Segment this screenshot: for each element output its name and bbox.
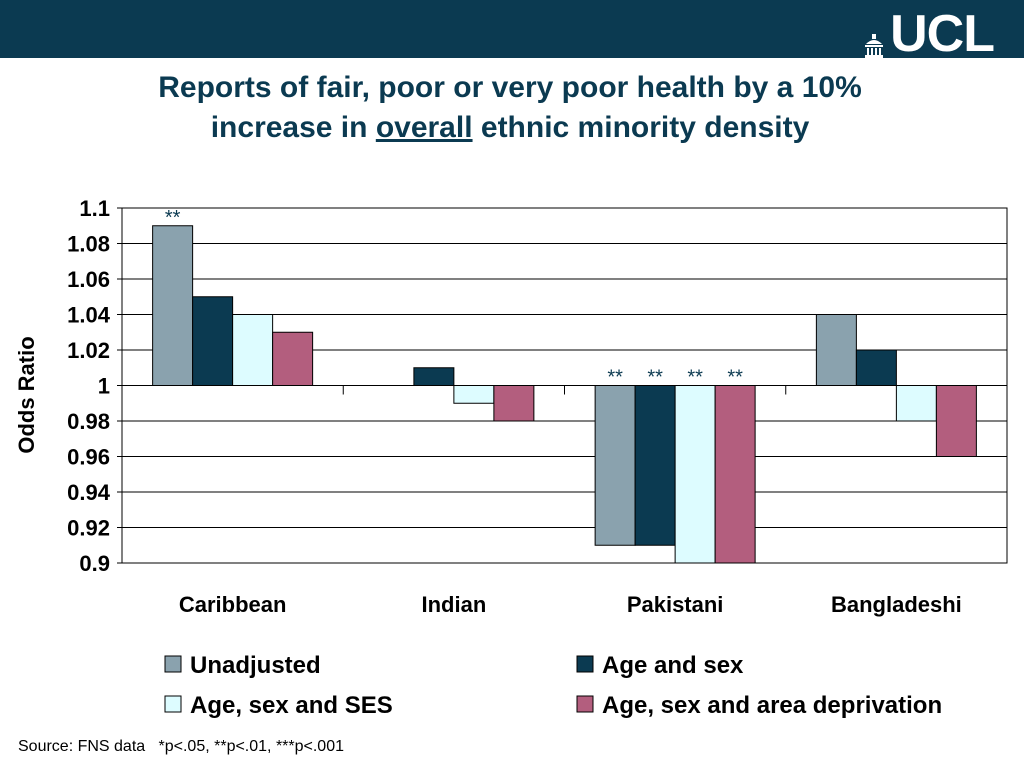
- bar-pakistani-0: [594, 385, 636, 546]
- legend-label: Age and sex: [602, 652, 744, 679]
- bar-pakistani-3: [714, 385, 756, 564]
- bar-caribbean-2: [232, 314, 274, 386]
- bar-bangladeshi-3: [935, 385, 977, 457]
- bar-indian-1: [413, 367, 455, 386]
- title-line-2-start: increase in: [210, 111, 376, 144]
- bar-indian-2: [453, 385, 495, 404]
- legend-label: Unadjusted: [190, 652, 321, 679]
- y-tick-label: 0.94: [67, 480, 111, 505]
- y-tick-label: 0.92: [67, 516, 110, 541]
- significance-marker: **: [727, 367, 743, 389]
- y-tick-label: 0.98: [67, 409, 110, 434]
- y-tick-label: 1.1: [79, 196, 110, 221]
- title-line-2: increase in overall ethnic minority dens…: [60, 108, 960, 148]
- bar-bangladeshi-2: [895, 385, 937, 422]
- y-tick-label: 0.96: [67, 445, 110, 470]
- bar-bangladeshi-1: [855, 349, 897, 386]
- legend-swatch: [164, 655, 182, 673]
- bar-indian-3: [493, 385, 535, 422]
- title-line-1: Reports of fair, poor or very poor healt…: [158, 71, 862, 104]
- x-tick-label-caribbean: Caribbean: [179, 592, 287, 617]
- legend-swatch: [164, 695, 182, 713]
- legend-label: Age, sex and SES: [190, 692, 393, 719]
- y-tick-label: 1.02: [67, 338, 110, 363]
- title-underlined-word: overall: [375, 111, 473, 144]
- y-tick-label: 1.06: [67, 267, 110, 292]
- bar-pakistani-2: [674, 385, 716, 564]
- y-tick-label: 0.9: [79, 551, 110, 576]
- y-axis-label: Odds Ratio: [14, 336, 39, 453]
- ucl-logo: UCL: [864, 5, 995, 63]
- bar-caribbean-3: [272, 331, 314, 386]
- title-line-2-end: ethnic minority density: [472, 111, 810, 144]
- source-footnote: Source: FNS data *p<.05, **p<.01, ***p<.…: [18, 738, 344, 755]
- x-tick-label-bangladeshi: Bangladeshi: [831, 592, 962, 617]
- significance-marker: **: [687, 367, 703, 389]
- legend-swatch: [576, 695, 594, 713]
- legend-label: Age, sex and area deprivation: [602, 692, 942, 719]
- bar-bangladeshi-0: [815, 314, 857, 386]
- x-tick-label-indian: Indian: [421, 592, 486, 617]
- bar-caribbean-1: [192, 296, 234, 386]
- header-bar: UCL: [0, 0, 1024, 63]
- y-tick-label: 1: [98, 374, 110, 399]
- significance-marker: **: [647, 367, 663, 389]
- page-title: Reports of fair, poor or very poor healt…: [60, 68, 960, 148]
- significance-marker: **: [165, 207, 181, 229]
- portico-icon: [865, 34, 884, 58]
- y-tick-label: 1.08: [67, 232, 110, 257]
- legend-swatch: [576, 655, 594, 673]
- bar-chart: 1.1 1.08 1.06 1.04 1.02 1 0.98 0.96 0.94 0.92 0.9 O…: [14, 196, 1008, 719]
- logo-text: UCL: [890, 5, 995, 63]
- significance-marker: **: [607, 367, 623, 389]
- bar-caribbean-0: [152, 225, 194, 386]
- x-tick-label-pakistani: Pakistani: [627, 592, 724, 617]
- bar-pakistani-1: [634, 385, 676, 546]
- y-tick-label: 1.04: [67, 303, 111, 328]
